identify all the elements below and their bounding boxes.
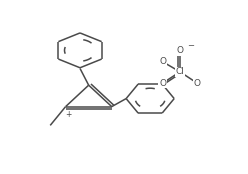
Text: O: O <box>159 79 166 88</box>
Text: O: O <box>194 79 201 88</box>
Text: Cl: Cl <box>176 67 185 76</box>
Text: O: O <box>177 46 184 55</box>
Text: −: − <box>187 41 194 50</box>
Text: +: + <box>65 110 72 119</box>
Text: O: O <box>159 57 166 66</box>
